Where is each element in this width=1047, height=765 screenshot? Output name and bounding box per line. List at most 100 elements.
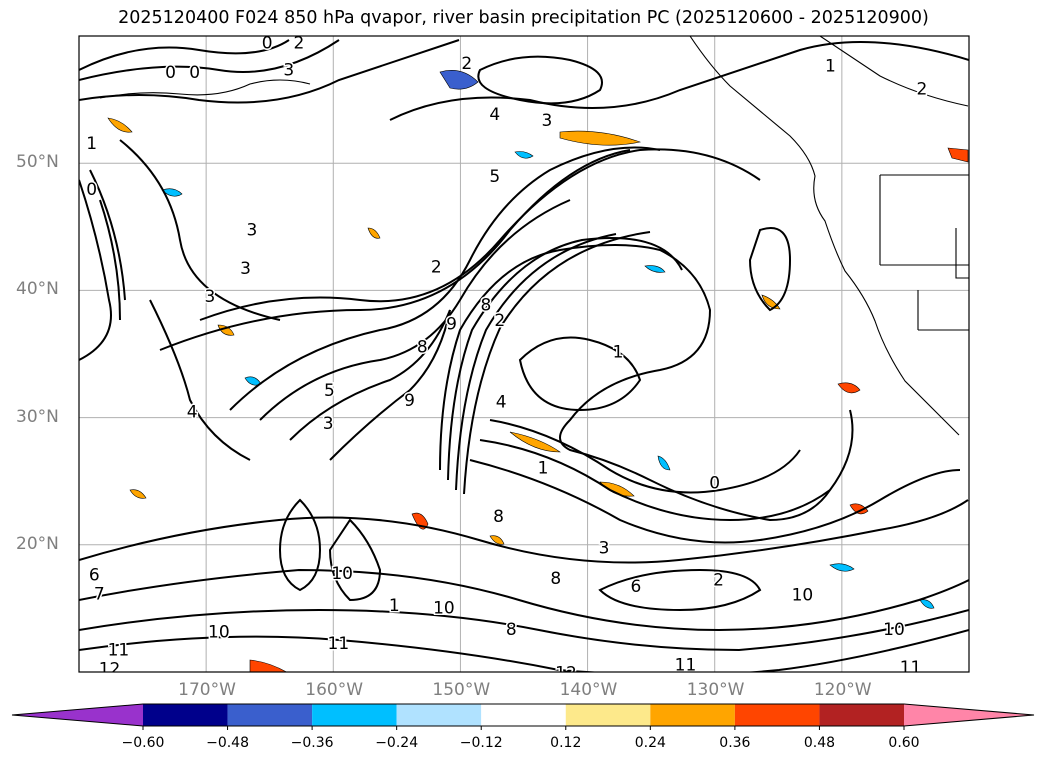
colorbar-segment [819, 704, 904, 726]
contour-label: 4 [489, 105, 500, 125]
contour-label: 5 [489, 167, 500, 187]
colorbar-tick-label: −0.60 [121, 735, 165, 751]
lon-label: 150°W [432, 680, 491, 700]
contour-label: 6 [630, 577, 641, 597]
colorbar-segment [734, 704, 820, 726]
contour-label: 4 [187, 403, 198, 423]
negative-patch [919, 599, 935, 609]
contour-label: 8 [506, 620, 517, 640]
contour-label: 3 [205, 287, 216, 307]
contour-label: 6 [89, 565, 100, 585]
colorbar-tick-label: 0.24 [634, 735, 666, 751]
positive-patch [367, 227, 381, 239]
positive-patch [107, 117, 133, 133]
negative-patch [644, 265, 666, 273]
contour-label: 0 [86, 180, 97, 200]
contour-label: 1 [538, 458, 549, 478]
colorbar-segment [143, 704, 228, 726]
negative-patch [829, 563, 855, 572]
negative-patch [657, 455, 671, 471]
colorbar-extend-low [12, 704, 143, 726]
contour-label: 8 [417, 338, 428, 358]
colorbar-tick-label: −0.24 [375, 735, 419, 751]
colorbar-segment [650, 704, 735, 726]
coastline [99, 36, 969, 436]
negative-patch [514, 151, 534, 159]
contour-label: 10 [208, 623, 230, 643]
contour-label: 0 [262, 34, 273, 54]
contour-label: 11 [675, 656, 697, 676]
colorbar-tick-label: −0.36 [290, 735, 334, 751]
contour-label: 3 [323, 414, 334, 434]
contour-label: 10 [883, 620, 905, 640]
contour-label: 3 [240, 259, 251, 279]
colorbar-segment [565, 704, 651, 726]
positive-patch [947, 147, 969, 163]
contour-label: 4 [496, 392, 507, 412]
contour-label: 7 [94, 584, 105, 604]
lon-label: 140°W [559, 680, 618, 700]
lat-label: 40°N [16, 279, 59, 300]
lon-label: 170°W [178, 680, 236, 700]
contour-label: 3 [247, 221, 258, 241]
colorbar-tick-label: −0.48 [206, 735, 249, 751]
contour-label: 3 [541, 111, 552, 131]
lat-label: 30°N [16, 406, 59, 427]
positive-patch [849, 503, 869, 515]
contour-label: 11 [328, 634, 350, 654]
lon-label: 120°W [813, 680, 872, 700]
negative-patch [439, 70, 479, 90]
positive-patch [249, 659, 288, 672]
graticule [79, 36, 969, 672]
contour-label: 1 [389, 596, 400, 616]
qvapor-contours [79, 39, 969, 672]
map-frame [78, 35, 970, 673]
contour-label: 8 [493, 507, 504, 527]
colorbar-extend-high [904, 704, 1034, 726]
contour-label: 2 [431, 258, 442, 278]
contour-label: 1 [613, 343, 624, 363]
contour-label: 12 [555, 663, 577, 683]
contour-label: 2 [294, 34, 305, 54]
colorbar-segment [227, 704, 313, 726]
contour-label: 8 [550, 569, 561, 589]
contour-label: 0 [189, 63, 200, 83]
lon-label: 130°W [686, 680, 745, 700]
colorbar-tick-label: 0.60 [888, 735, 920, 751]
contour-label: 2 [713, 570, 724, 590]
contour-label: 11 [900, 658, 922, 678]
contour-label: 2 [917, 79, 928, 99]
lat-label: 50°N [16, 152, 59, 173]
contour-label: 11 [108, 640, 130, 660]
contour-label: 9 [971, 562, 982, 582]
contour-label: 9 [404, 391, 415, 411]
positive-patch [559, 130, 642, 146]
contour-label: 9 [446, 315, 457, 335]
contour-label: 3 [599, 539, 610, 559]
colorbar-tick-label: 0.36 [719, 735, 751, 751]
precip-anomaly-patches [107, 70, 969, 672]
colorbar-tick-label: −0.12 [459, 735, 503, 751]
positive-patch [837, 382, 861, 394]
contour-label: 12 [99, 659, 121, 679]
contour-label: 0 [165, 63, 176, 83]
contour-label: 8 [480, 296, 491, 316]
colorbar-segments [11, 703, 1035, 730]
contour-label: 10 [331, 564, 353, 584]
contour-label: 2 [494, 311, 505, 331]
positive-patch [129, 489, 147, 499]
contour-label: 3 [283, 60, 294, 80]
positive-patch [489, 535, 505, 545]
colorbar-tick-label: 0.12 [550, 735, 582, 751]
contour-label: 0 [709, 474, 720, 494]
contour-label: 10 [792, 586, 814, 606]
lon-label: 160°W [305, 680, 364, 700]
negative-patch [161, 188, 183, 197]
positive-patch [509, 431, 561, 453]
map-title: 2025120400 F024 850 hPa qvapor, river ba… [118, 8, 929, 28]
positive-patch [217, 324, 235, 336]
contour-label: 2 [461, 54, 472, 74]
colorbar-tick-label: 0.48 [803, 735, 836, 751]
